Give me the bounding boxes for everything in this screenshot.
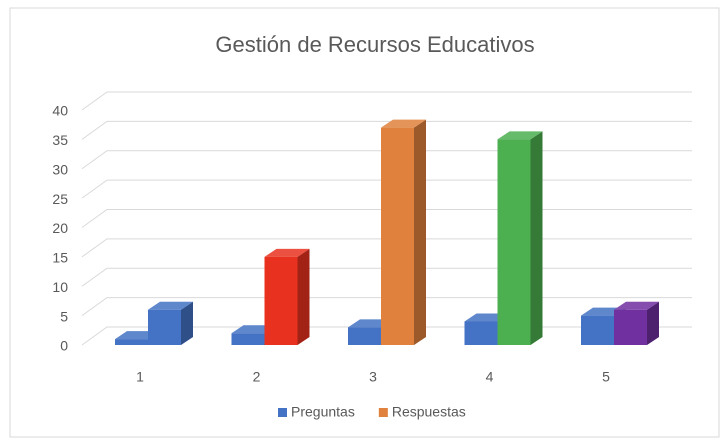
bar [348, 327, 381, 345]
x-tick-label: 3 [369, 369, 377, 385]
bar [614, 309, 647, 345]
y-tick-label: 0 [60, 338, 68, 354]
bar-side [414, 119, 426, 345]
bar-top-shade [381, 119, 426, 128]
y-tick-label: 20 [52, 220, 68, 236]
bar [264, 256, 298, 345]
legend-label: Respuestas [392, 404, 466, 420]
bar-top [264, 248, 310, 257]
bar-top [614, 301, 659, 310]
bar-side [647, 301, 659, 345]
bar [581, 315, 614, 345]
bar [497, 139, 531, 345]
bar [148, 309, 181, 345]
grid-line [81, 120, 692, 140]
bar-side-shade [181, 301, 193, 345]
x-tick-label: 1 [136, 369, 144, 385]
bar-top [148, 301, 193, 310]
y-tick-label: 10 [52, 279, 68, 295]
grid-line [81, 91, 692, 111]
bar [464, 321, 498, 345]
bar-side-shade [647, 301, 659, 345]
bar-side-shade [297, 248, 310, 345]
bar-top [381, 119, 426, 128]
y-tick-label: 35 [52, 132, 68, 148]
grid-line [81, 150, 692, 170]
x-tick-label: 2 [253, 369, 261, 385]
bar-top-shade [148, 301, 193, 310]
bar-top [497, 131, 543, 140]
x-tick-label: 4 [486, 369, 494, 385]
grid-line [81, 238, 692, 258]
bar-side [530, 131, 543, 345]
grid-line [81, 179, 692, 199]
y-tick-label: 40 [52, 103, 68, 119]
bar [115, 339, 148, 345]
bar-top-shade [497, 131, 543, 140]
bar [231, 333, 265, 345]
x-tick-label: 5 [602, 369, 610, 385]
y-tick-label: 25 [52, 191, 68, 207]
grid-line [81, 297, 692, 317]
y-tick-label: 15 [52, 250, 68, 266]
bar-top-shade [264, 248, 310, 257]
grid-line [81, 267, 692, 287]
bar [381, 127, 414, 345]
grid-line [81, 209, 692, 228]
bar-side-shade [530, 131, 543, 345]
bar-side-shade [414, 119, 426, 345]
bar-side [181, 301, 193, 345]
bar-top-shade [614, 301, 659, 310]
legend-label: Preguntas [291, 404, 355, 420]
bar-side [297, 248, 310, 345]
legend-swatch [278, 408, 287, 417]
chart-title: Gestión de Recursos Educativos [215, 32, 534, 57]
chart-border [9, 7, 720, 438]
y-tick-label: 5 [60, 308, 68, 324]
legend-swatch [378, 408, 388, 417]
y-tick-label: 30 [52, 161, 68, 177]
